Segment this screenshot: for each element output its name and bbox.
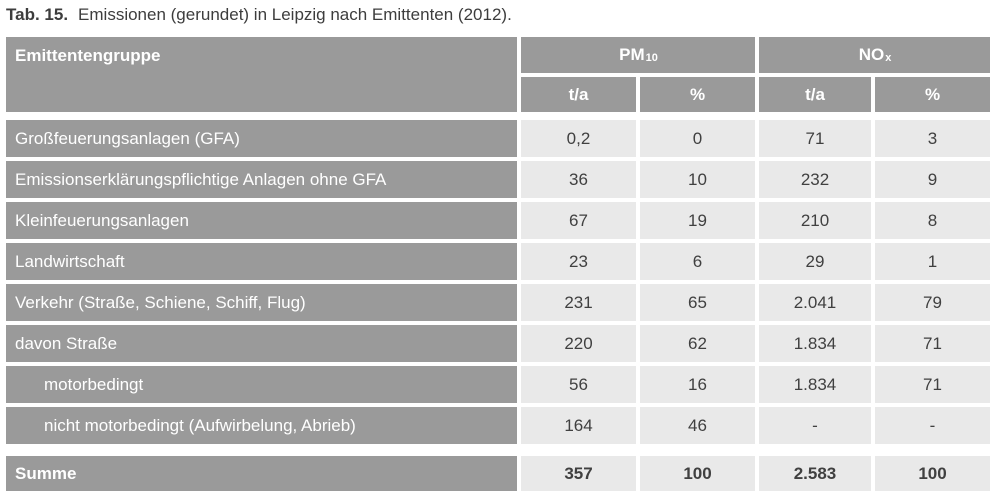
table-header-right: PM 10 NO x t/a % t/a % [521,37,990,112]
column-group-nox: NO x [759,37,990,73]
cell-pm10-ta: 23 [521,243,636,280]
table-row: nicht motorbedingt (Aufwirbelung, Abrieb… [6,407,990,444]
cell-pm10-ta: 164 [521,407,636,444]
unit-header-nox-ta: t/a [759,77,871,112]
cell-pm10-ta: 56 [521,366,636,403]
table-caption-number: Tab. 15. [6,5,69,24]
header-units-row: t/a % t/a % [521,77,990,112]
column-group-pm10: PM 10 [521,37,755,73]
cell-pm10-percent: 0 [640,120,755,157]
table-caption: Tab. 15. Emissionen (gerundet) in Leipzig… [6,5,1000,25]
cell-nox-ta: - [759,407,871,444]
cell-nox-ta: 2.041 [759,284,871,321]
cell-pm10-ta: 0,2 [521,120,636,157]
row-label: Verkehr (Straße, Schiene, Schiff, Flug) [6,284,517,321]
row-label: Großfeuerungsanlagen (GFA) [6,120,517,157]
summary-cell-nox-percent: 100 [875,456,990,491]
unit-header-pm10-percent: % [640,77,755,112]
nox-label-base: NO [858,45,885,64]
pm10-label-subscript: 10 [645,51,658,64]
cell-pm10-percent: 46 [640,407,755,444]
unit-header-nox-percent: % [875,77,990,112]
cell-nox-percent: 71 [875,366,990,403]
column-header-emittentengruppe: Emittentengruppe [6,37,517,112]
cell-nox-percent: 79 [875,284,990,321]
cell-pm10-percent: 16 [640,366,755,403]
cell-pm10-percent: 19 [640,202,755,239]
table-row: davon Straße 220 62 1.834 71 [6,325,990,362]
summary-cell-pm10-ta: 357 [521,456,636,491]
row-label: Landwirtschaft [6,243,517,280]
cell-nox-ta: 29 [759,243,871,280]
row-label: Kleinfeuerungsanlagen [6,202,517,239]
cell-nox-percent: - [875,407,990,444]
cell-nox-percent: 3 [875,120,990,157]
pm10-label-base: PM [619,45,645,64]
row-label: Emissionserklärungspflichtige Anlagen oh… [6,161,517,198]
row-label: davon Straße [6,325,517,362]
cell-pm10-ta: 231 [521,284,636,321]
cell-nox-ta: 232 [759,161,871,198]
summary-cell-pm10-percent: 100 [640,456,755,491]
cell-nox-ta: 71 [759,120,871,157]
table-caption-text: Emissionen (gerundet) in Leipzig nach Em… [78,5,512,24]
cell-pm10-percent: 10 [640,161,755,198]
emissions-table: Emittentengruppe PM 10 NO x t/a % t/a % Gr… [6,37,990,491]
cell-nox-percent: 1 [875,243,990,280]
summary-row: Summe 357 100 2.583 100 [6,456,990,491]
cell-nox-ta: 1.834 [759,366,871,403]
cell-nox-ta: 210 [759,202,871,239]
table-header: Emittentengruppe PM 10 NO x t/a % t/a % [6,37,990,112]
cell-pm10-ta: 36 [521,161,636,198]
table-row: Landwirtschaft 23 6 29 1 [6,243,990,280]
cell-pm10-ta: 220 [521,325,636,362]
cell-pm10-percent: 6 [640,243,755,280]
cell-nox-percent: 71 [875,325,990,362]
table-row: Emissionserklärungspflichtige Anlagen oh… [6,161,990,198]
header-group-row: PM 10 NO x [521,37,990,73]
cell-nox-percent: 8 [875,202,990,239]
nox-label-subscript: x [885,51,892,64]
table-row: motorbedingt 56 16 1.834 71 [6,366,990,403]
row-label: motorbedingt [6,366,517,403]
row-label: nicht motorbedingt (Aufwirbelung, Abrieb… [6,407,517,444]
summary-row-label: Summe [6,456,517,491]
table-row: Großfeuerungsanlagen (GFA) 0,2 0 71 3 [6,120,990,157]
cell-pm10-ta: 67 [521,202,636,239]
table-row: Verkehr (Straße, Schiene, Schiff, Flug) … [6,284,990,321]
summary-cell-nox-ta: 2.583 [759,456,871,491]
cell-pm10-percent: 62 [640,325,755,362]
cell-nox-ta: 1.834 [759,325,871,362]
cell-nox-percent: 9 [875,161,990,198]
table-row: Kleinfeuerungsanlagen 67 19 210 8 [6,202,990,239]
unit-header-pm10-ta: t/a [521,77,636,112]
cell-pm10-percent: 65 [640,284,755,321]
